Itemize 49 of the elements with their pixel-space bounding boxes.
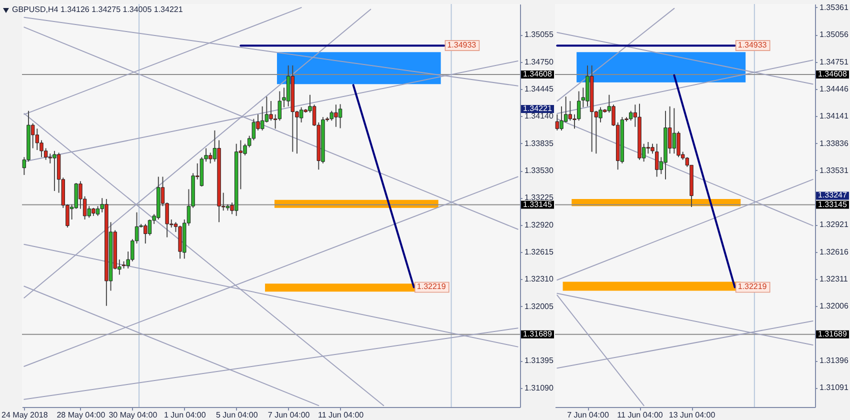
y-tick-label: 1.35055	[524, 30, 554, 40]
y-tick-label: 1.34140	[524, 112, 554, 121]
x-tick-label: 1 Jun 04:00	[164, 410, 206, 420]
text: 1.34221	[523, 104, 552, 113]
data-label: 1.34933	[738, 40, 768, 50]
text: 1.33247	[818, 190, 848, 200]
y-tick-label: 1.35056	[820, 30, 849, 40]
data-label: 1.34933	[447, 40, 477, 50]
ref-line-label: 1.33145	[818, 200, 848, 209]
ref-line-label: 1.34608	[818, 70, 848, 79]
y-tick-label: 1.34141	[820, 112, 849, 121]
ref-line-label: 1.34608	[523, 70, 552, 79]
y-tick-label: 1.34750	[524, 57, 554, 66]
y-tick-label: 1.31091	[820, 383, 849, 392]
ref-line-label: 1.31689	[523, 329, 552, 338]
y-tick-label: 1.32920	[524, 220, 554, 230]
y-tick-label: 1.32310	[524, 274, 554, 284]
x-tick-label: 13 Jun 04:00	[668, 410, 716, 420]
ref-line-label: 1.31689	[818, 329, 848, 338]
x-tick-label: 30 May 04:00	[108, 410, 158, 420]
y-tick-label: 1.34445	[524, 84, 554, 94]
x-tick-label: 11 Jun 04:00	[318, 410, 364, 420]
x-tick-label: 7 Jun 04:00	[567, 410, 610, 420]
y-tick-label: 1.33531	[820, 166, 849, 175]
y-tick-label: 1.33835	[524, 138, 554, 148]
y-tick-label: 1.35361	[820, 2, 849, 12]
y-tick-label: 1.31395	[524, 356, 554, 366]
x-tick-label: 11 Jun 04:00	[617, 410, 664, 420]
y-tick-label: 1.32006	[820, 302, 849, 311]
y-tick-label: 1.33530	[524, 166, 554, 176]
x-tick-label: 28 May 04:00	[56, 410, 106, 420]
ref-line-label: 1.33145	[523, 200, 552, 209]
y-tick-label: 1.33836	[820, 138, 849, 148]
data-label: 1.32219	[738, 282, 768, 292]
x-tick-label: 5 Jun 04:00	[216, 410, 258, 420]
chart-title: GBPUSD,H4 1.34126 1.34275 1.34005 1.34221	[12, 5, 184, 14]
y-tick-label: 1.31090	[524, 383, 554, 392]
x-tick-label: 7 Jun 04:00	[268, 410, 310, 420]
y-tick-label: 1.32615	[524, 247, 554, 256]
x-tick-label: 24 May 2018	[2, 410, 48, 420]
y-tick-label: 1.32005	[524, 302, 554, 311]
y-tick-label: 1.32921	[820, 220, 849, 230]
y-tick-label: 1.34446	[820, 84, 849, 94]
y-tick-label: 1.34751	[820, 57, 849, 66]
data-label: 1.32219	[416, 282, 446, 292]
y-tick-label: 1.31396	[820, 356, 849, 366]
y-tick-label: 1.32311	[820, 274, 848, 284]
y-tick-label: 1.32616	[820, 247, 849, 256]
y-tick-label: 1.33225	[524, 193, 554, 202]
